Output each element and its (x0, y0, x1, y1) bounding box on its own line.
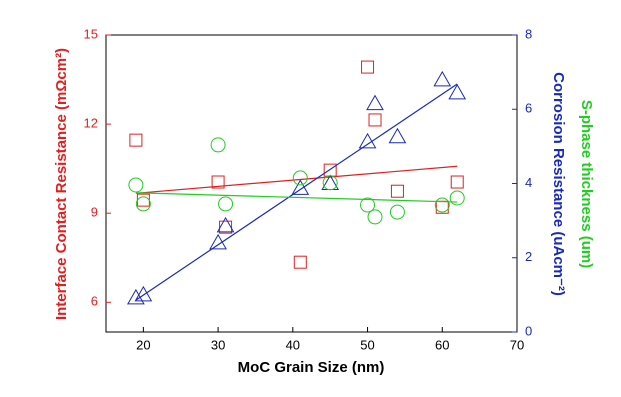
square-marker (435, 200, 449, 214)
x-tick-label: 70 (510, 337, 524, 352)
circle-marker (322, 175, 338, 191)
triangle-marker (433, 70, 452, 87)
circle-marker (218, 196, 234, 212)
plot-frame (105, 34, 518, 333)
circle-marker (449, 190, 465, 206)
y2-axis-title: Corrosion Resistance (uAcm⁻²) (550, 72, 567, 296)
x-tick-label: 30 (211, 337, 225, 352)
x-tick-label: 60 (435, 337, 449, 352)
circle-marker (292, 170, 308, 186)
triangle-marker (216, 216, 235, 233)
circle-marker (434, 197, 450, 213)
y-tick-label: 15 (84, 26, 98, 41)
triangle-marker (366, 94, 384, 111)
square-marker (129, 133, 143, 147)
y3-axis-title: S-phase thickness (um) (578, 100, 595, 268)
y2-tick-label: 8 (525, 26, 532, 41)
y2-tick-label: 2 (525, 249, 532, 264)
circle-marker (389, 204, 405, 220)
y-tick-label: 9 (91, 205, 98, 220)
square-marker (390, 184, 404, 198)
y-axis-title: Interface Contact Resistance (mΩcm²) (53, 48, 70, 320)
x-tick-label: 50 (360, 337, 374, 352)
y-tick-label: 6 (91, 294, 98, 309)
square-marker (211, 175, 225, 189)
circle-marker (360, 197, 376, 213)
x-axis-title: MoC Grain Size (nm) (238, 359, 385, 376)
y2-tick-label: 4 (525, 175, 532, 190)
circle-marker (135, 196, 151, 212)
y-tick-label: 12 (84, 116, 98, 131)
square-marker (450, 175, 464, 189)
triangle-marker (134, 285, 153, 302)
triangle-marker (388, 127, 407, 144)
square-marker (293, 255, 307, 269)
x-tick-label: 20 (136, 337, 150, 352)
y2-tick-label: 0 (525, 323, 532, 338)
square-marker (219, 220, 233, 234)
triangle-marker (209, 233, 227, 250)
fit-line (135, 165, 458, 194)
fit-line (135, 83, 458, 301)
square-marker (136, 193, 150, 207)
square-marker (361, 60, 375, 74)
triangle-marker (448, 83, 467, 100)
x-tick-label: 40 (286, 337, 300, 352)
circle-marker (367, 209, 383, 225)
circle-marker (210, 137, 226, 153)
square-marker (368, 113, 382, 127)
y2-tick-label: 6 (525, 101, 532, 116)
fit-line (135, 192, 458, 203)
circle-marker (128, 177, 144, 193)
